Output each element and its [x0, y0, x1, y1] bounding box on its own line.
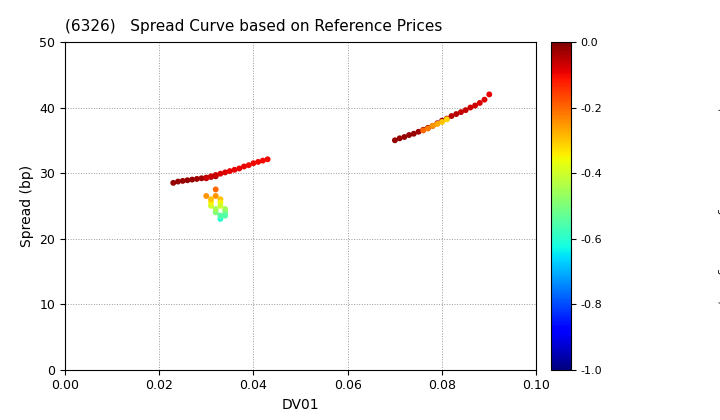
Point	[200, 193, 212, 199]
Point	[215, 212, 226, 219]
Point	[389, 137, 400, 144]
Point	[210, 186, 222, 193]
Point	[436, 117, 448, 124]
Point	[210, 173, 222, 180]
Point	[418, 126, 429, 133]
Point	[224, 168, 235, 174]
Point	[215, 171, 226, 177]
Point	[474, 100, 485, 106]
Point	[210, 172, 222, 178]
Point	[238, 163, 250, 170]
Point	[257, 157, 269, 164]
Point	[422, 124, 433, 131]
Point	[446, 113, 457, 119]
Point	[427, 123, 438, 129]
Point	[413, 129, 424, 135]
Point	[399, 134, 410, 140]
Point	[191, 176, 202, 182]
Point	[205, 199, 217, 206]
Point	[210, 206, 222, 213]
Point	[431, 121, 443, 127]
Point	[205, 202, 217, 209]
X-axis label: DV01: DV01	[282, 398, 320, 412]
Point	[229, 166, 240, 173]
Point	[215, 196, 226, 202]
Point	[220, 169, 231, 176]
Point	[210, 193, 222, 199]
Point	[451, 111, 462, 118]
Point	[196, 175, 207, 181]
Point	[220, 209, 231, 216]
Point	[172, 178, 184, 185]
Y-axis label: Spread (bp): Spread (bp)	[19, 165, 34, 247]
Point	[253, 158, 264, 165]
Point	[215, 199, 226, 206]
Point	[248, 160, 259, 167]
Point	[243, 162, 254, 168]
Point	[205, 173, 217, 180]
Point	[427, 123, 438, 129]
Point	[220, 212, 231, 219]
Point	[168, 179, 179, 186]
Point	[469, 102, 481, 109]
Point	[431, 120, 443, 126]
Point	[220, 206, 231, 213]
Point	[460, 107, 472, 113]
Point	[436, 118, 448, 125]
Point	[484, 91, 495, 98]
Point	[200, 174, 212, 181]
Point	[479, 96, 490, 103]
Point	[464, 104, 476, 111]
Point	[215, 202, 226, 209]
Point	[422, 125, 433, 132]
Point	[177, 178, 189, 184]
Point	[233, 165, 245, 172]
Point	[403, 132, 415, 139]
Point	[455, 109, 467, 116]
Point	[441, 116, 453, 122]
Y-axis label: Time in years between 11/22/2024 and Trade Date
(Past Trade Date is given as neg: Time in years between 11/22/2024 and Tra…	[716, 74, 720, 338]
Point	[181, 177, 193, 184]
Point	[200, 175, 212, 181]
Text: (6326)   Spread Curve based on Reference Prices: (6326) Spread Curve based on Reference P…	[65, 19, 442, 34]
Point	[205, 196, 217, 202]
Point	[186, 176, 198, 183]
Point	[394, 135, 405, 142]
Point	[441, 116, 453, 123]
Point	[205, 173, 217, 180]
Point	[408, 130, 420, 137]
Point	[215, 215, 226, 222]
Point	[262, 156, 274, 163]
Point	[418, 127, 429, 134]
Point	[210, 209, 222, 216]
